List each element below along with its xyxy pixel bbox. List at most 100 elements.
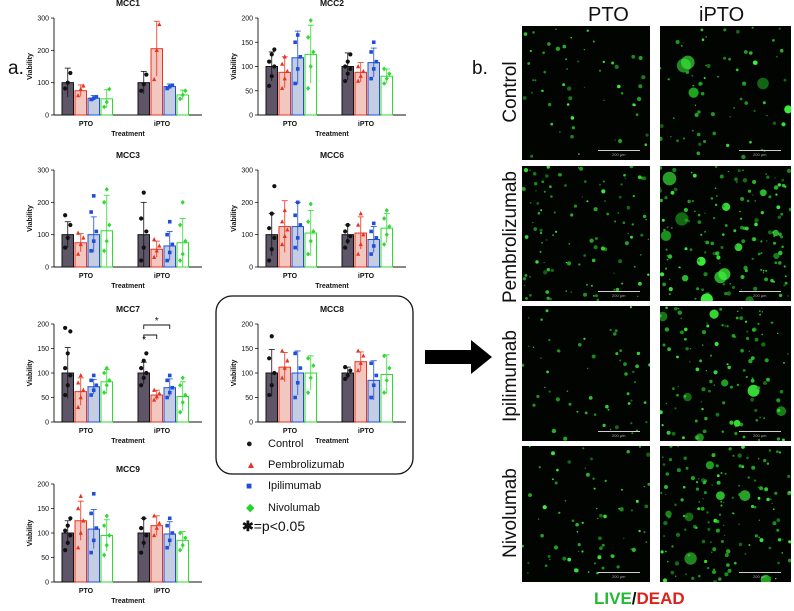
spheroid bbox=[586, 29, 589, 32]
spheroid bbox=[684, 552, 697, 565]
spheroid bbox=[759, 313, 762, 316]
spheroid bbox=[687, 199, 691, 204]
spheroid bbox=[788, 207, 791, 212]
spheroid bbox=[638, 529, 641, 533]
mcc7-point-0-2-0 bbox=[89, 393, 93, 397]
mcc7-point-1-3-0 bbox=[178, 409, 183, 415]
spheroid bbox=[763, 458, 767, 463]
spheroid bbox=[746, 330, 749, 333]
spheroid bbox=[704, 559, 708, 564]
mcc3-point-0-2-2 bbox=[94, 229, 99, 234]
spheroid bbox=[562, 44, 567, 49]
spheroid bbox=[618, 195, 622, 199]
spheroid bbox=[701, 288, 704, 292]
spheroid bbox=[724, 472, 727, 475]
spheroid bbox=[712, 570, 716, 574]
spheroid bbox=[697, 220, 702, 224]
spheroid bbox=[589, 238, 594, 243]
spheroid bbox=[567, 460, 571, 464]
mcc6-point-0-0-2 bbox=[272, 235, 277, 240]
spheroid bbox=[761, 333, 763, 336]
spheroid bbox=[760, 240, 763, 243]
spheroid bbox=[715, 412, 720, 417]
mcc6-group-label-1: iPTO bbox=[358, 273, 375, 280]
spheroid bbox=[773, 185, 779, 190]
mcc1-point-0-1-1 bbox=[78, 86, 83, 91]
spheroid bbox=[579, 166, 584, 171]
spheroid bbox=[783, 362, 785, 364]
spheroid bbox=[707, 566, 710, 570]
spheroid bbox=[721, 430, 724, 433]
spheroid bbox=[778, 232, 782, 237]
spheroid bbox=[660, 187, 662, 189]
spheroid bbox=[674, 407, 677, 410]
spheroid bbox=[619, 349, 623, 352]
mcc8-title: MCC8 bbox=[320, 304, 344, 314]
spheroid bbox=[738, 542, 743, 547]
spheroid bbox=[716, 75, 719, 78]
significance-label: =p<0.05 bbox=[253, 518, 306, 534]
spheroid bbox=[768, 546, 772, 550]
spheroid bbox=[539, 228, 543, 232]
spheroid bbox=[594, 237, 598, 240]
spheroid bbox=[627, 232, 630, 235]
mcc2-point-0-0-3 bbox=[267, 59, 272, 64]
spheroid bbox=[720, 246, 724, 249]
spheroid bbox=[748, 358, 753, 364]
spheroid bbox=[752, 194, 754, 196]
spheroid bbox=[660, 136, 663, 141]
spheroid bbox=[714, 166, 718, 169]
spheroid bbox=[691, 576, 695, 580]
mcc2-point-0-3-2 bbox=[311, 49, 316, 55]
spheroid bbox=[674, 575, 677, 578]
spheroid bbox=[660, 311, 668, 322]
spheroid bbox=[661, 218, 665, 222]
mcc7-title: MCC7 bbox=[116, 304, 140, 314]
spheroid bbox=[631, 223, 634, 226]
spheroid bbox=[721, 379, 729, 387]
spheroid bbox=[665, 402, 667, 405]
spheroid bbox=[752, 179, 757, 185]
spheroid bbox=[705, 240, 710, 245]
mcc9-ytick-label-1: 50 bbox=[41, 555, 49, 562]
mcc6-point-0-1-2 bbox=[285, 227, 290, 232]
mcc2-point-0-0-0 bbox=[267, 83, 272, 88]
spheroid bbox=[749, 51, 753, 55]
spheroid bbox=[591, 258, 596, 263]
spheroid bbox=[702, 481, 706, 485]
spheroid bbox=[660, 124, 664, 128]
micrograph-nivolumab-pto: 200 µm bbox=[522, 446, 650, 582]
mcc3-point-0-0-1 bbox=[65, 235, 70, 240]
mcc1-point-0-3-2 bbox=[107, 86, 112, 92]
mcc2-point-1-2-2 bbox=[374, 59, 379, 64]
spheroid bbox=[591, 354, 596, 359]
mcc9-point-1-3-3 bbox=[178, 530, 183, 536]
spheroid bbox=[724, 224, 728, 227]
scale-bar bbox=[739, 572, 781, 579]
spheroid bbox=[634, 381, 637, 384]
micrograph-pembrolizumab-pto: 200 µm bbox=[522, 166, 650, 301]
spheroid bbox=[618, 138, 623, 144]
spheroid bbox=[545, 174, 549, 178]
spheroid bbox=[685, 347, 689, 351]
mcc9-xlabel: Treatment bbox=[111, 598, 145, 605]
spheroid bbox=[593, 295, 595, 297]
spheroid bbox=[558, 511, 561, 514]
mcc9-point-1-0-1 bbox=[141, 540, 146, 545]
mcc7-point-1-0-2 bbox=[144, 370, 149, 376]
spheroid bbox=[682, 485, 686, 489]
mcc7-point-1-1-0 bbox=[152, 397, 157, 402]
mcc8-point-1-1-0 bbox=[356, 368, 361, 373]
spheroid bbox=[777, 561, 780, 565]
spheroid bbox=[781, 438, 785, 441]
mcc6-point-0-0-1 bbox=[269, 247, 274, 252]
mcc7-point-1-3-1 bbox=[180, 400, 185, 405]
spheroid bbox=[786, 168, 791, 173]
spheroid bbox=[682, 275, 689, 282]
spheroid bbox=[691, 129, 694, 132]
spheroid bbox=[550, 195, 553, 198]
spheroid bbox=[524, 273, 528, 277]
mcc2-point-1-0-2 bbox=[348, 66, 353, 72]
mcc6-point-1-0-0 bbox=[343, 245, 348, 250]
spheroid bbox=[660, 410, 663, 415]
